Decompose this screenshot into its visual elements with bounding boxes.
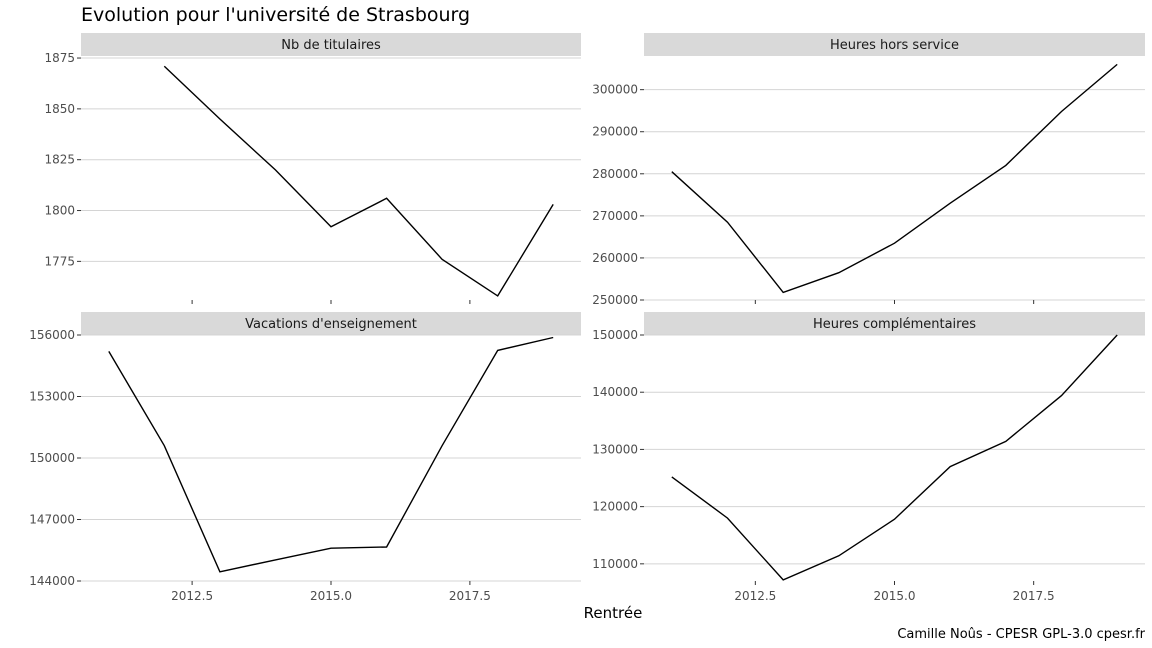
facet-panel: Heures complémentaires 110000 120000 130000… xyxy=(592,312,1145,603)
x-tick-label: 2017.5 xyxy=(449,589,491,603)
facet-panel: Nb de titulaires 1775 1800 1825 1850 1875 xyxy=(44,33,581,304)
y-tick-label: 110000 xyxy=(592,557,638,571)
x-tick-label: 2015.0 xyxy=(874,589,916,603)
y-tick-label: 270000 xyxy=(592,209,638,223)
y-tick-label: 150000 xyxy=(29,451,75,465)
y-tick-label: 1825 xyxy=(44,153,75,167)
facet-strip xyxy=(644,33,1145,56)
y-tick-label: 1850 xyxy=(44,102,75,116)
y-tick-label: 150000 xyxy=(592,328,638,342)
facet-panel: Heures hors service 250000 260000 270000 280… xyxy=(592,33,1145,307)
chart-title: Evolution pour l'université de Strasbour… xyxy=(81,4,470,26)
y-tick-label: 1775 xyxy=(44,254,75,268)
y-tick-label: 290000 xyxy=(592,125,638,139)
series-line xyxy=(163,65,554,297)
y-tick-label: 260000 xyxy=(592,251,638,265)
x-tick-label: 2017.5 xyxy=(1013,589,1055,603)
facet-strip-label: Nb de titulaires xyxy=(281,38,381,53)
facet-strip-label: Vacations d'enseignement xyxy=(245,317,417,332)
y-tick-label: 120000 xyxy=(592,500,638,514)
series-line xyxy=(108,336,554,573)
y-tick-label: 153000 xyxy=(29,390,75,404)
y-tick-label: 144000 xyxy=(29,574,75,588)
facet-strip xyxy=(644,312,1145,335)
facet-strip-label: Heures hors service xyxy=(830,38,959,53)
facet-strip-label: Heures complémentaires xyxy=(813,317,976,332)
x-tick-label: 2012.5 xyxy=(171,589,213,603)
x-tick-label: 2012.5 xyxy=(734,589,776,603)
y-tick-label: 250000 xyxy=(592,293,638,307)
y-tick-label: 130000 xyxy=(592,442,638,456)
facet-strip xyxy=(81,33,581,56)
y-tick-label: 140000 xyxy=(592,385,638,399)
y-tick-label: 1800 xyxy=(44,204,75,218)
y-tick-label: 300000 xyxy=(592,83,638,97)
chart-caption: Camille Noûs - CPESR GPL-3.0 cpesr.fr xyxy=(897,627,1145,642)
x-tick-label: 2015.0 xyxy=(310,589,352,603)
x-axis-title: Rentrée xyxy=(584,604,643,622)
y-tick-label: 1875 xyxy=(44,51,75,65)
facet-strip xyxy=(81,312,581,335)
facet-panel: Vacations d'enseignement 144000 147000 1500… xyxy=(29,312,581,603)
y-tick-label: 156000 xyxy=(29,328,75,342)
y-tick-label: 280000 xyxy=(592,167,638,181)
series-line xyxy=(671,334,1118,581)
y-tick-label: 147000 xyxy=(29,513,75,527)
